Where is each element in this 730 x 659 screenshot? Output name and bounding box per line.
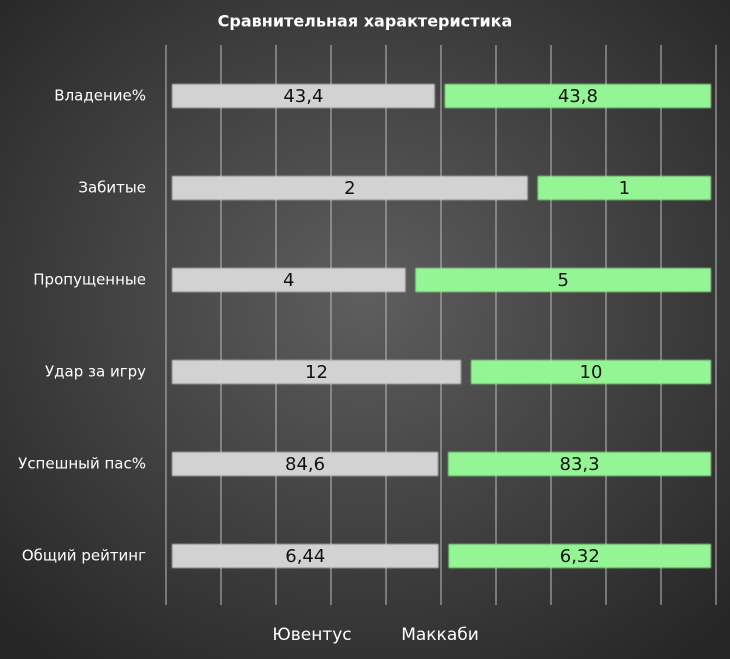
bar-segment [415,268,711,292]
bar-segment [537,176,711,200]
bar-segment [172,176,528,200]
bar-segment [172,544,439,568]
data-label: 43,4 [283,86,323,107]
legend-label: Ювентус [272,625,351,645]
bar-segment [172,84,435,108]
bar-segment [172,360,461,384]
bar-segment [444,84,711,108]
data-label: 4 [283,270,294,291]
y-tick-label: Успешный пас% [18,455,146,473]
data-label: 83,3 [560,454,600,475]
data-label: 1 [619,178,630,199]
bar-segment [448,452,711,476]
data-label: 6,32 [560,546,600,567]
data-label: 43,8 [558,86,598,107]
data-label: 5 [557,270,568,291]
data-label: 10 [580,362,603,383]
y-tick-label: Забитые [78,179,146,197]
bar-segment [172,452,439,476]
data-label: 6,44 [285,546,325,567]
y-tick-label: Пропущенные [33,271,146,289]
bar-segment [471,360,711,384]
bar-segment [172,268,406,292]
y-tick-label: Общий рейтинг [22,547,146,565]
data-label: 84,6 [285,454,325,475]
y-tick-label: Удар за игру [45,363,146,381]
chart-title: Сравнительная характеристика [218,12,513,31]
data-label: 2 [344,178,355,199]
y-tick-label: Владение% [54,87,146,105]
bar-segment [448,544,711,568]
data-label: 12 [305,362,328,383]
legend-label: Маккаби [401,625,479,645]
